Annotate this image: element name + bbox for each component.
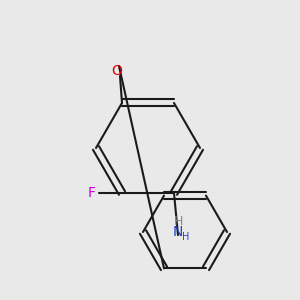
- Text: H: H: [173, 214, 183, 227]
- Text: N: N: [173, 225, 183, 239]
- Text: O: O: [112, 64, 122, 78]
- Text: H: H: [182, 232, 190, 242]
- Text: F: F: [88, 186, 96, 200]
